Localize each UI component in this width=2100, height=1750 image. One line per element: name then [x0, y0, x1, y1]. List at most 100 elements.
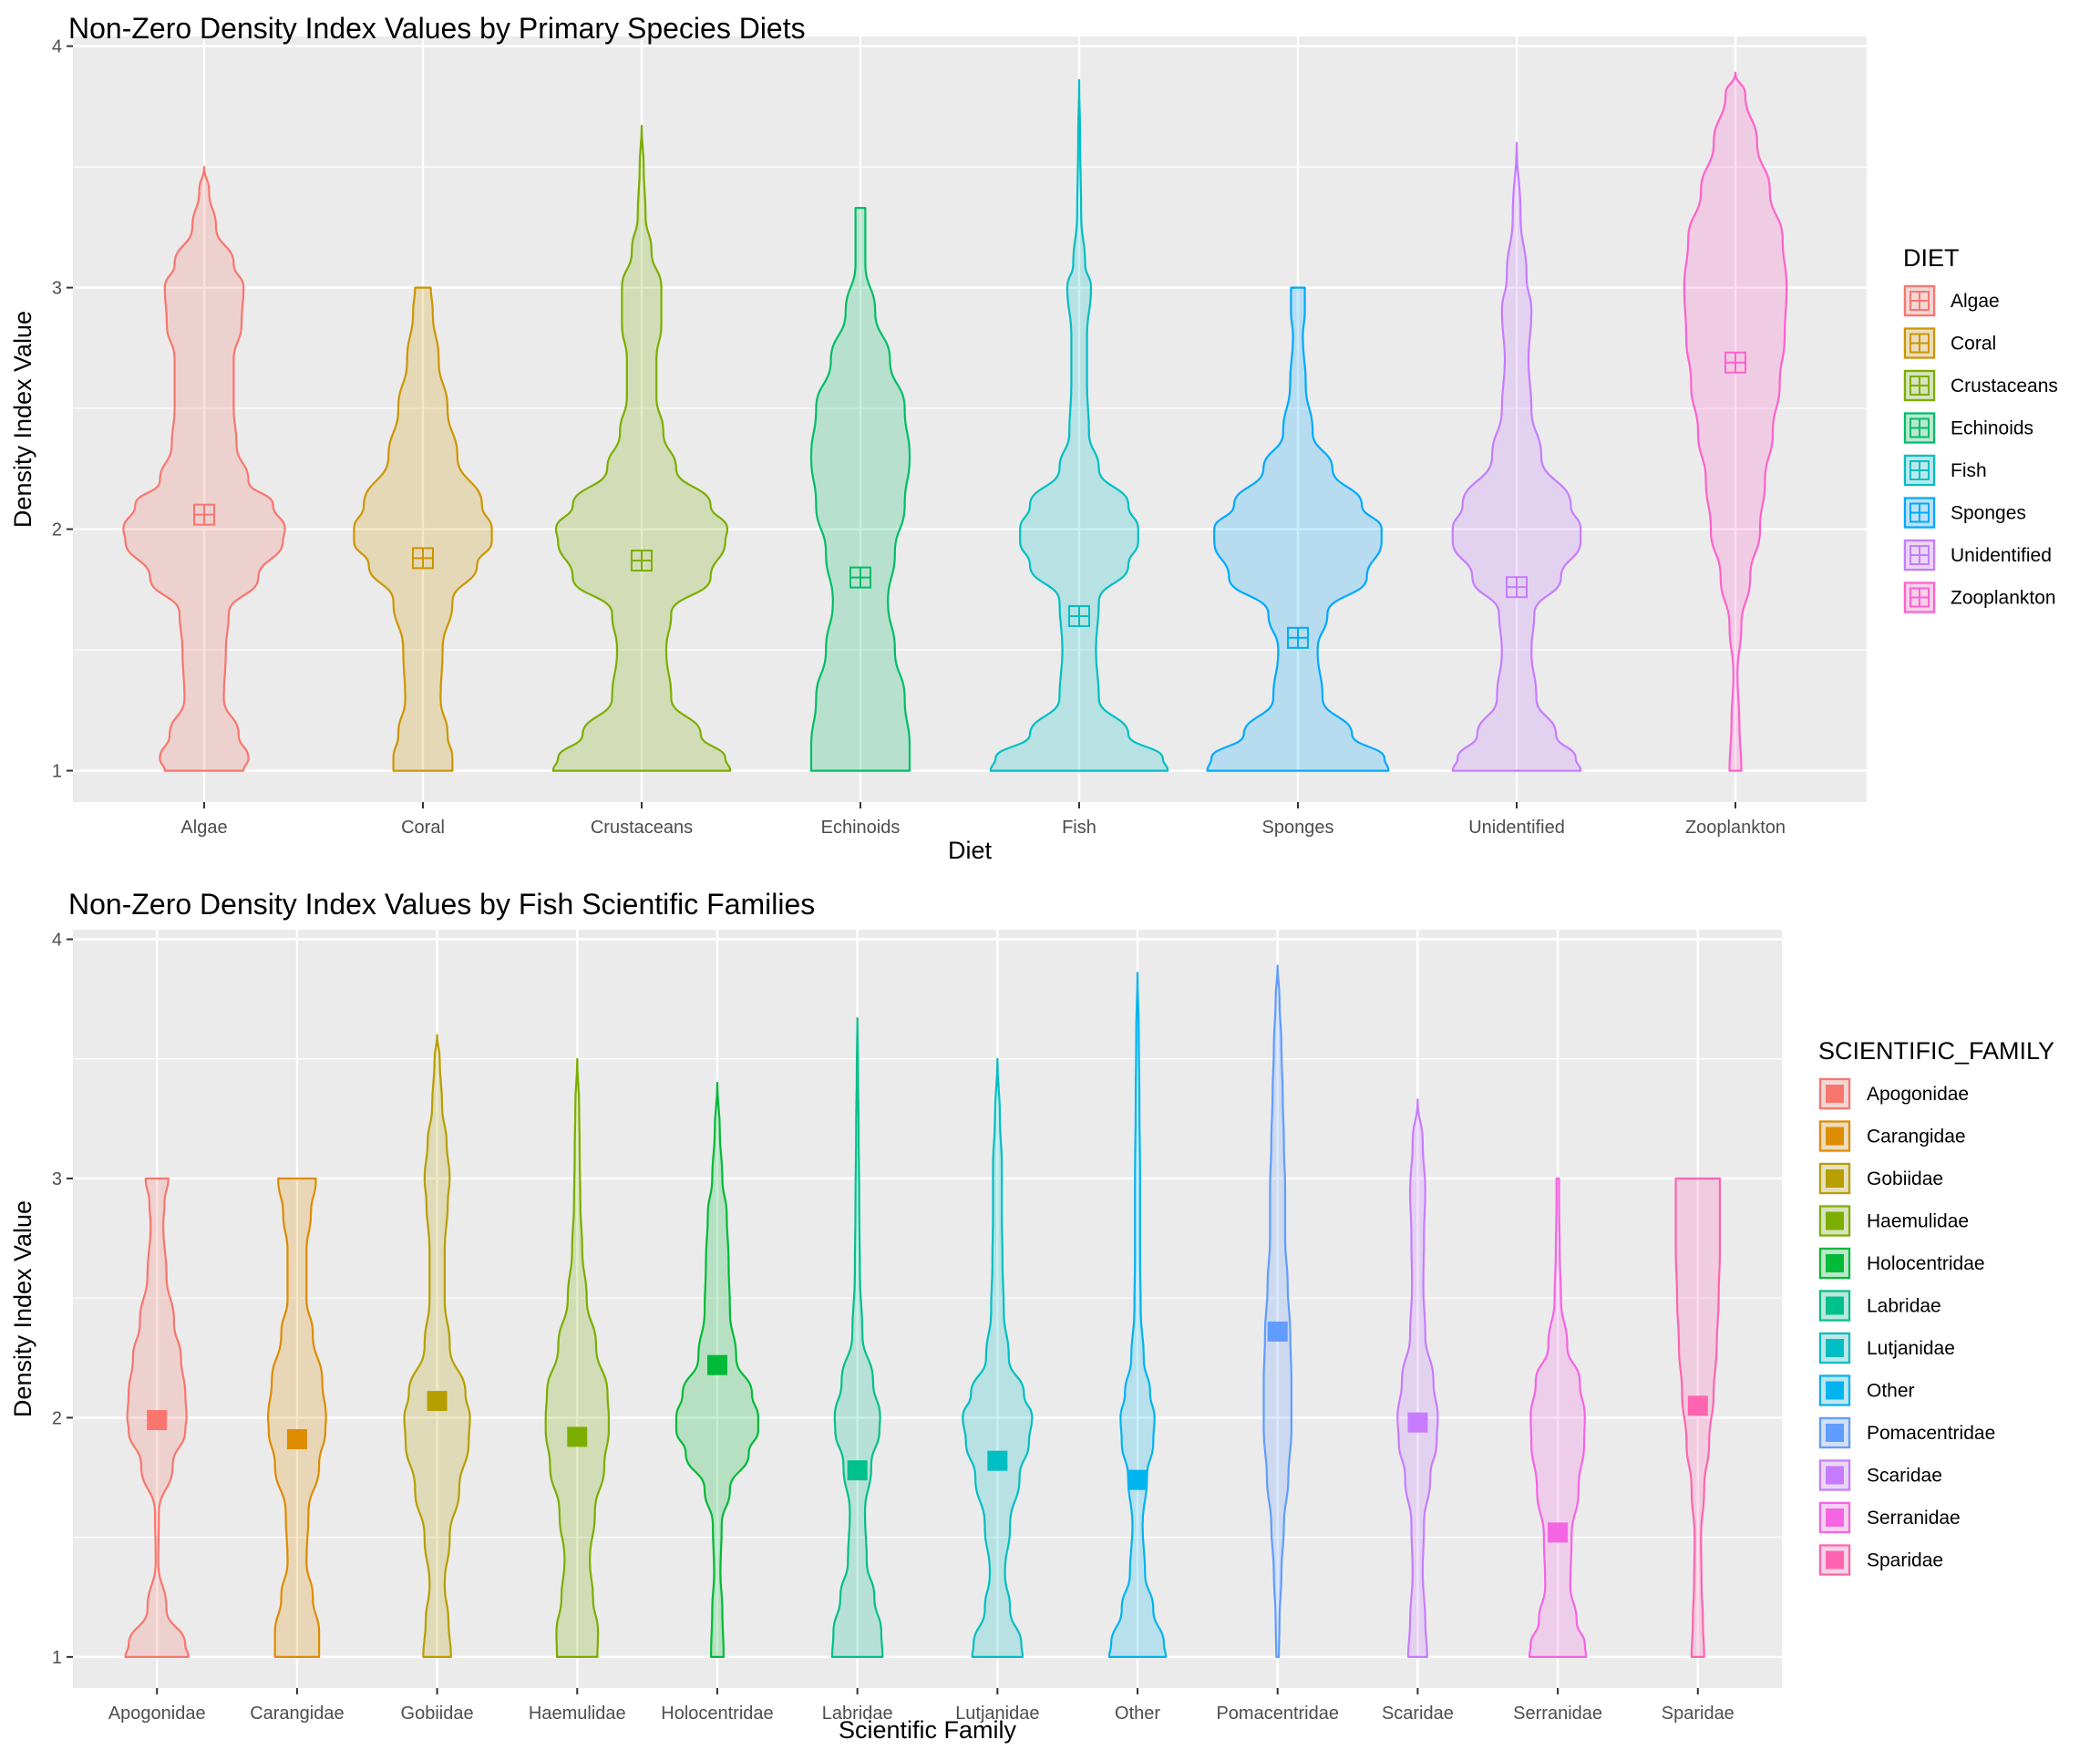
- legend-label: Sparidae: [1867, 1550, 1943, 1571]
- y-tick-label: 1: [52, 762, 62, 782]
- mean-marker-zooplankton: [1724, 351, 1746, 374]
- chart-1: Algae Coral Crustaceans Echinoids Fish Sponge…: [9, 12, 2058, 864]
- legend-item-scaridae: Scaridae: [1818, 1458, 1942, 1492]
- x-tick-label: Unidentified: [1468, 818, 1565, 838]
- legend: DIET Algae Coral Crustaceans Echinoids Fish Sp…: [1903, 244, 2058, 614]
- x-tick-label: Sponges: [1262, 818, 1334, 838]
- legend-label: Holocentridae: [1867, 1253, 1985, 1274]
- mean-marker-other: [1127, 1469, 1148, 1490]
- legend-label: Other: [1867, 1381, 1915, 1402]
- legend-title: SCIENTIFIC_FAMILY: [1818, 1037, 2054, 1065]
- violin-haemulidae: [544, 1057, 611, 1658]
- legend-label: Algae: [1951, 291, 2000, 312]
- violin-gobiidae: [403, 1034, 471, 1658]
- y-axis-title: Density Index Value: [9, 311, 36, 528]
- legend-item-apogonidae: Apogonidae: [1818, 1077, 1969, 1110]
- legend-label: Pomacentridae: [1867, 1423, 1995, 1444]
- legend-item-zooplankton: Zooplankton: [1903, 581, 2056, 614]
- legend-key-marker: [1826, 1339, 1844, 1357]
- legend-label: Scaridae: [1867, 1466, 1942, 1487]
- legend-item-lutjanidae: Lutjanidae: [1818, 1332, 1955, 1364]
- x-tick-label: Pomacentridae: [1216, 1704, 1339, 1724]
- legend-label: Zooplankton: [1951, 588, 2056, 609]
- x-tick-label: Lutjanidae: [955, 1704, 1039, 1724]
- legend-item-gobiidae: Gobiidae: [1818, 1162, 1943, 1195]
- legend-label: Sponges: [1951, 503, 2026, 524]
- legend-item-carangidae: Carangidae: [1818, 1119, 1966, 1153]
- legend-label: Apogonidae: [1867, 1084, 1969, 1105]
- mean-marker-pomacentridae: [1267, 1321, 1288, 1342]
- mean-marker-apogonidae: [147, 1410, 168, 1431]
- mean-marker-holocentridae: [706, 1354, 727, 1375]
- legend-key-marker: [1826, 1127, 1844, 1146]
- legend-item-sparidae: Sparidae: [1818, 1543, 1943, 1577]
- violin-zooplankton: [1683, 71, 1788, 772]
- legend-label: Coral: [1951, 334, 1996, 355]
- x-tick-label: Fish: [1062, 818, 1096, 838]
- legend-item-crustaceans: Crustaceans: [1903, 369, 2058, 402]
- legend-item-labridae: Labridae: [1818, 1289, 1941, 1323]
- mean-marker-haemulidae: [567, 1426, 588, 1447]
- violin-sparidae: [1674, 1177, 1722, 1658]
- x-tick-label: Haemulidae: [529, 1704, 626, 1724]
- legend-item-coral: Coral: [1903, 326, 1996, 360]
- y-tick-label: 1: [52, 1648, 62, 1668]
- legend-label: Serranidae: [1867, 1508, 1961, 1529]
- y-axis-title: Density Index Value: [9, 1200, 36, 1417]
- x-tick-label: Gobiidae: [401, 1704, 474, 1724]
- x-tick-label: Algae: [180, 818, 227, 838]
- legend-item-algae: Algae: [1903, 284, 2000, 317]
- legend-key-marker: [1826, 1254, 1844, 1272]
- legend-key-fill: [1818, 1247, 1851, 1280]
- legend-key-marker: [1826, 1424, 1844, 1442]
- violin-scaridae: [1396, 1098, 1439, 1658]
- mean-marker-coral: [412, 547, 434, 570]
- legend-key-marker: [1826, 1296, 1844, 1315]
- legend-key-marker: [1826, 1211, 1844, 1230]
- legend-key-marker: [1826, 1169, 1844, 1188]
- mean-marker-algae: [193, 503, 215, 526]
- mean-marker-labridae: [847, 1460, 868, 1481]
- legend-key-marker: [1826, 1085, 1844, 1103]
- mean-marker-serranidae: [1548, 1522, 1569, 1543]
- legend-label: Gobiidae: [1867, 1168, 1943, 1189]
- violin-echinoids: [809, 207, 911, 772]
- violin-algae: [122, 166, 286, 772]
- legend-label: Echinoids: [1951, 418, 2033, 439]
- x-tick-label: Echinoids: [821, 818, 901, 838]
- y-tick-label: 2: [52, 520, 62, 540]
- x-tick-label: Other: [1115, 1704, 1160, 1724]
- x-tick-label: Crustaceans: [591, 818, 693, 838]
- x-axis-title: Diet: [948, 837, 993, 864]
- mean-marker-lutjanidae: [987, 1450, 1008, 1471]
- legend-label: Fish: [1951, 460, 1987, 481]
- violin-crustaceans: [551, 124, 732, 772]
- mean-marker-gobiidae: [427, 1391, 448, 1412]
- mean-marker-sparidae: [1687, 1395, 1708, 1416]
- legend-label: Carangidae: [1867, 1127, 1966, 1148]
- legend-item-pomacentridae: Pomacentridae: [1818, 1416, 1995, 1449]
- plot-panel: [73, 930, 1782, 1688]
- violin-labridae: [830, 1017, 884, 1658]
- chart-title: Non-Zero Density Index Values by Primary…: [68, 12, 806, 45]
- legend-key-marker: [1826, 1550, 1844, 1570]
- violin-pomacentridae: [1262, 964, 1292, 1658]
- legend-item-unidentified: Unidentified: [1903, 539, 2052, 571]
- x-tick-label: Serranidae: [1513, 1704, 1602, 1724]
- legend-item-echinoids: Echinoids: [1903, 411, 2033, 445]
- y-tick-label: 4: [52, 930, 62, 950]
- y-tick-label: 3: [52, 1169, 62, 1189]
- legend-item-fish: Fish: [1903, 454, 1987, 487]
- mean-marker-sponges: [1287, 626, 1309, 649]
- x-tick-label: Apogonidae: [108, 1704, 206, 1724]
- violin-sponges: [1206, 286, 1390, 772]
- chart-title: Non-Zero Density Index Values by Fish Sc…: [68, 888, 815, 921]
- mean-marker-fish: [1068, 604, 1090, 627]
- legend-item-sponges: Sponges: [1903, 496, 2026, 530]
- legend-label: Crustaceans: [1951, 376, 2058, 396]
- y-tick-label: 4: [52, 37, 62, 57]
- legend-item-serranidae: Serranidae: [1818, 1501, 1961, 1534]
- legend-key-marker: [1826, 1508, 1844, 1527]
- mean-marker-carangidae: [286, 1429, 307, 1450]
- legend-key-marker: [1826, 1466, 1844, 1485]
